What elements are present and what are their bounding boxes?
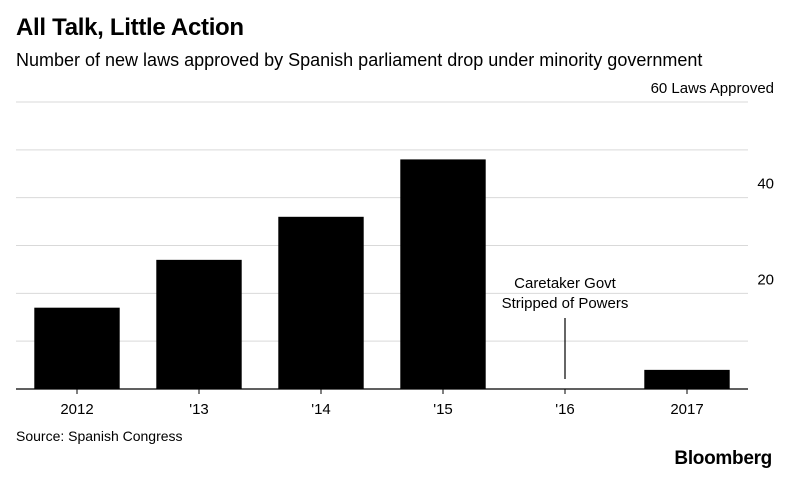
x-tick-label: 2012 — [60, 401, 93, 418]
x-tick-label: '16 — [555, 401, 575, 418]
x-tick-label: '13 — [189, 401, 209, 418]
x-tick-label: '15 — [433, 401, 453, 418]
chart-title: All Talk, Little Action — [16, 14, 244, 41]
x-tick-label: 2017 — [670, 401, 703, 418]
bar — [400, 159, 486, 389]
y-tick-label: 60 Laws Approved — [651, 80, 774, 97]
y-tick-label: 20 — [757, 271, 774, 288]
brand-logo: Bloomberg — [674, 448, 772, 469]
annotation-text: Stripped of Powers — [502, 295, 629, 312]
x-tick-label: '14 — [311, 401, 331, 418]
chart-subtitle: Number of new laws approved by Spanish p… — [16, 50, 703, 70]
bar — [278, 216, 364, 389]
annotation-text: Caretaker Govt — [514, 275, 617, 292]
source-note: Source: Spanish Congress — [16, 428, 183, 444]
bar — [644, 369, 730, 389]
bar — [156, 259, 242, 389]
y-tick-label: 40 — [757, 176, 774, 193]
bar — [34, 307, 120, 389]
